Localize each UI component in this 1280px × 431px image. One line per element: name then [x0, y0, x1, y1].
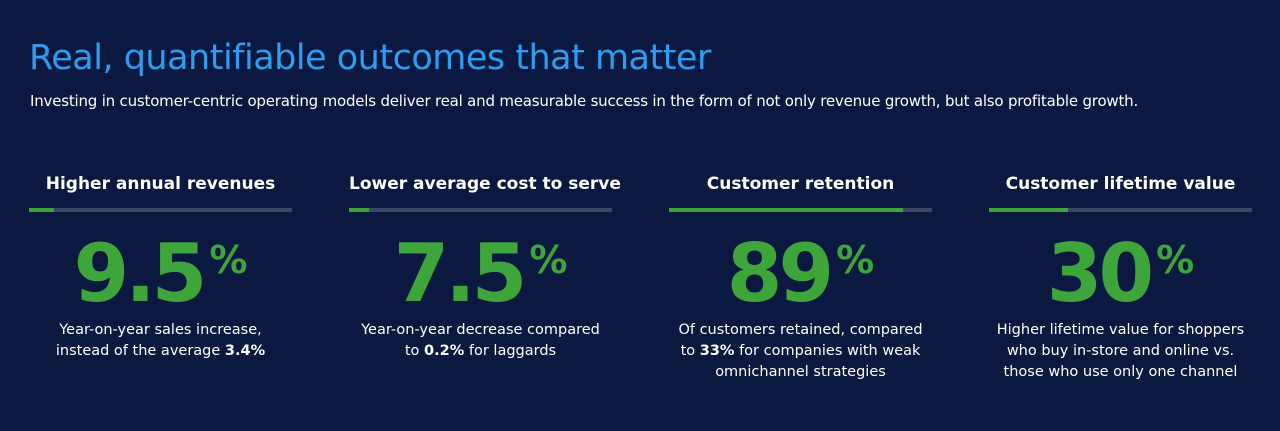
- stat-value: 7.5%: [349, 220, 612, 314]
- stat-title: Customer retention: [706, 174, 895, 194]
- stat-card: Customer retention 89% Of customers retain…: [669, 170, 932, 383]
- stat-card: Customer lifetime value 30% Higher lifetim…: [989, 170, 1252, 383]
- progress-fill: [349, 208, 369, 212]
- stat-number: 9.5: [73, 227, 208, 320]
- progress-track: [29, 208, 292, 212]
- description-text: Year-on-year decrease compared to: [361, 322, 600, 359]
- description-text: Higher lifetime value for shoppers who b…: [996, 322, 1245, 380]
- progress-track: [349, 208, 612, 212]
- stat-card: Higher annual revenues 9.5% Year-on-year s…: [29, 170, 292, 362]
- stat-title: Customer lifetime value: [1005, 174, 1236, 194]
- progress-fill: [669, 208, 904, 212]
- description-text: for companies with weak omnichannel stra…: [715, 343, 921, 380]
- progress-fill: [989, 208, 1068, 212]
- stat-number: 89: [726, 227, 834, 320]
- stat-unit: %: [209, 238, 248, 282]
- progress-track: [989, 208, 1252, 212]
- highlight-text: 0.2%: [424, 343, 465, 359]
- highlight-text: 33%: [699, 343, 735, 359]
- stat-title: Lower average cost to serve: [349, 174, 621, 194]
- stat-value: 30%: [989, 220, 1252, 314]
- page-title: Real, quantifiable outcomes that matter: [29, 38, 711, 78]
- page-subtitle: Investing in customer-centric operating …: [30, 92, 1139, 110]
- description-text: for laggards: [464, 343, 557, 359]
- stat-title: Higher annual revenues: [45, 174, 276, 194]
- stat-description: Year-on-year sales increase, instead of …: [36, 320, 286, 362]
- description-text: Of customers retained, compared to: [678, 322, 923, 359]
- stat-cards: Higher annual revenues 9.5% Year-on-year s…: [29, 170, 1253, 420]
- stat-number: 7.5: [393, 227, 528, 320]
- highlight-text: 3.4%: [224, 343, 266, 359]
- stat-description: Higher lifetime value for shoppers who b…: [996, 320, 1246, 383]
- progress-track: [669, 208, 932, 212]
- stat-unit: %: [529, 238, 568, 282]
- stat-unit: %: [1156, 238, 1195, 282]
- stat-description: Year-on-year decrease compared to 0.2% f…: [356, 320, 606, 362]
- stat-value: 89%: [669, 220, 932, 314]
- stat-description: Of customers retained, compared to 33% f…: [676, 320, 926, 383]
- stat-value: 9.5%: [29, 220, 292, 314]
- stat-unit: %: [836, 238, 875, 282]
- stat-card: Lower average cost to serve 7.5% Year-on-y…: [349, 170, 621, 362]
- description-text: Year-on-year sales increase, instead of …: [55, 322, 262, 359]
- progress-fill: [29, 208, 54, 212]
- stat-number: 30: [1046, 227, 1154, 320]
